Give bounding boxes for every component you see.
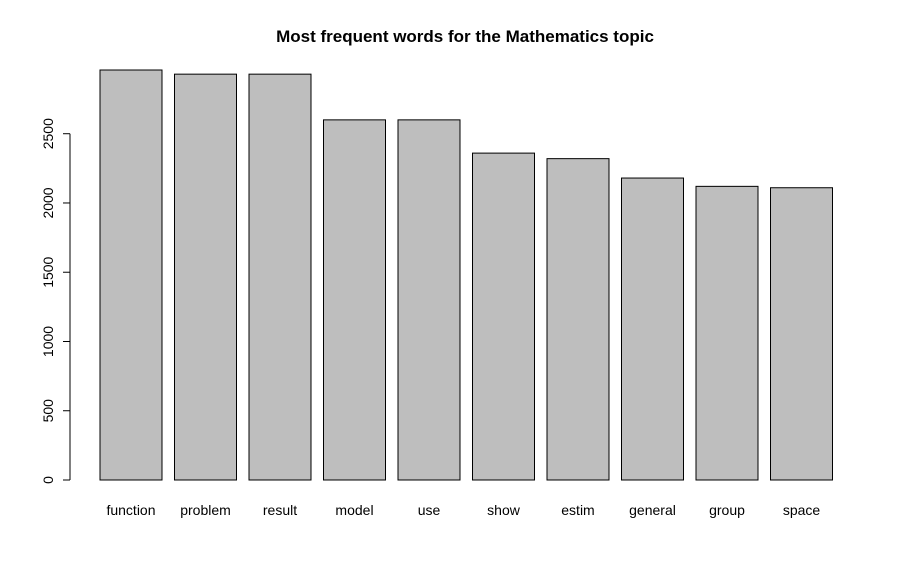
bars-group (99, 69, 833, 481)
category-label: result (263, 502, 297, 518)
y-tick-label: 1500 (40, 256, 56, 287)
category-label: problem (180, 502, 231, 518)
category-label: general (629, 502, 676, 518)
y-tick-label: 500 (40, 399, 56, 423)
chart-title: Most frequent words for the Mathematics … (276, 27, 654, 46)
bar-space (770, 187, 833, 481)
category-labels: function problem result model use show estim ge… (106, 502, 820, 518)
y-tick-label: 2500 (40, 118, 56, 149)
category-label: model (335, 502, 373, 518)
bar-show (472, 152, 535, 481)
bar-result (248, 73, 312, 481)
bar-group (695, 185, 759, 481)
bar-model (323, 119, 386, 481)
category-label: space (783, 502, 821, 518)
y-axis: 0 500 1000 1500 2000 2500 (40, 118, 71, 484)
category-label: estim (561, 502, 594, 518)
y-tick-label: 0 (40, 476, 56, 484)
bar-function (99, 69, 163, 481)
bar-use (397, 119, 461, 481)
category-label: function (106, 502, 155, 518)
bar-estim (546, 158, 610, 481)
bar-problem (174, 73, 237, 481)
category-label: use (418, 502, 441, 518)
y-tick-label: 1000 (40, 326, 56, 357)
y-tick-label: 2000 (40, 187, 56, 218)
category-label: group (709, 502, 745, 518)
bar-general (621, 177, 684, 481)
category-label: show (487, 502, 521, 518)
